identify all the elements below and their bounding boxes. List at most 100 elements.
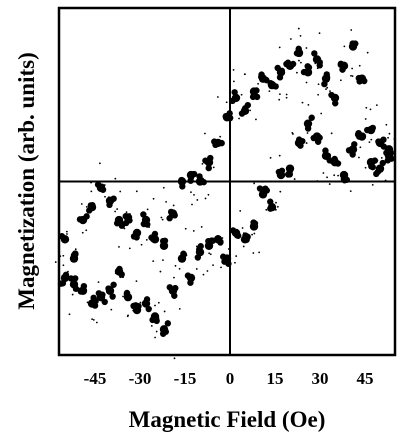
point-cluster-dot [331, 95, 339, 102]
point-cluster-dot [262, 185, 269, 192]
noise-dot [265, 208, 268, 211]
point-cluster-dot [234, 232, 242, 239]
noise-dot [253, 182, 256, 185]
x-tick-labels: -45 -30 -15 0 15 30 45 [84, 369, 374, 388]
noise-dot [211, 156, 214, 159]
point-cluster-dot [160, 241, 168, 248]
noise-dot [122, 295, 124, 298]
noise-dot [73, 289, 75, 292]
point-cluster-dot [86, 207, 93, 214]
noise-dot [108, 196, 110, 199]
point-cluster-dot [106, 201, 113, 209]
noise-dot [154, 304, 156, 307]
noise-dot [67, 270, 69, 273]
point-cluster-dot [123, 290, 131, 298]
point-cluster-dot [253, 87, 260, 94]
noise-dot [293, 178, 296, 180]
noise-dot [195, 245, 198, 248]
noise-dot [305, 142, 308, 144]
noise-dot [350, 74, 352, 77]
noise-dot [359, 146, 362, 149]
noise-dot [278, 154, 281, 157]
point-cluster-dot [166, 215, 173, 222]
noise-dot [289, 164, 292, 167]
noise-dot [329, 90, 331, 93]
noise-dot [299, 35, 302, 37]
noise-dot [85, 229, 88, 232]
noise-dot [74, 248, 77, 251]
noise-dot [300, 61, 302, 64]
noise-dot [91, 318, 94, 321]
noise-dot [216, 96, 219, 98]
point-cluster-dot [179, 183, 186, 190]
noise-dot [119, 276, 122, 279]
noise-dot [184, 227, 187, 230]
noise-dot [337, 174, 339, 177]
noise-dot [97, 281, 100, 284]
noise-dot [128, 213, 131, 215]
noise-dot [240, 93, 243, 96]
point-cluster-dot [219, 253, 227, 260]
noise-dot [121, 276, 124, 279]
noise-dot [366, 51, 369, 54]
point-cluster-dot [323, 71, 330, 78]
point-cluster-dot [187, 174, 195, 181]
point-cluster-dot [350, 42, 358, 49]
noise-dot [190, 191, 192, 194]
point-cluster-dot [267, 198, 274, 205]
noise-dot [95, 321, 98, 324]
noise-dot [305, 47, 308, 49]
noise-dot [262, 77, 265, 80]
noise-dot [200, 226, 203, 228]
noise-dot [178, 307, 181, 310]
noise-dot [238, 117, 240, 120]
noise-dot [204, 132, 206, 135]
noise-dot [212, 264, 214, 267]
noise-dot [221, 237, 224, 239]
point-cluster-dot [148, 234, 155, 241]
point-cluster-dot [180, 251, 188, 258]
noise-dot [275, 201, 277, 204]
noise-dot [165, 200, 167, 203]
noise-dot [278, 46, 281, 49]
point-cluster-dot [231, 89, 238, 96]
point-cluster-dot [72, 251, 79, 258]
noise-dot [116, 208, 119, 210]
point-cluster-dot [145, 305, 152, 313]
noise-dot [145, 238, 148, 241]
point-cluster-dot [300, 68, 308, 76]
point-cluster-dot [94, 181, 102, 188]
noise-dot [157, 301, 160, 304]
noise-dot [379, 169, 381, 172]
noise-dot [393, 137, 396, 140]
noise-dot [317, 83, 320, 86]
noise-dot [351, 67, 354, 70]
noise-dot [324, 75, 327, 78]
noise-dot [223, 116, 226, 119]
point-cluster-dot [135, 302, 142, 310]
point-cluster-dot [109, 293, 116, 300]
noise-dot [146, 208, 149, 211]
noise-dot [326, 86, 329, 89]
noise-dot [58, 290, 61, 293]
noise-dot [328, 183, 331, 185]
point-cluster-dot [256, 185, 264, 192]
noise-dot [241, 227, 244, 229]
noise-dot [71, 293, 74, 296]
point-cluster-dot [99, 291, 106, 298]
noise-dot [232, 68, 235, 71]
noise-dot [154, 336, 157, 339]
point-cluster-dot [77, 287, 85, 294]
noise-dot [82, 292, 85, 295]
point-cluster-dot [122, 213, 129, 220]
noise-dot [349, 190, 352, 193]
noise-dot [233, 80, 235, 83]
point-cluster-dot [321, 80, 328, 88]
noise-dot [207, 193, 210, 196]
noise-dot [85, 206, 88, 208]
point-cluster-dot [116, 265, 123, 273]
noise-dot [126, 315, 129, 318]
noise-dot [199, 177, 201, 180]
noise-dot [161, 218, 164, 221]
